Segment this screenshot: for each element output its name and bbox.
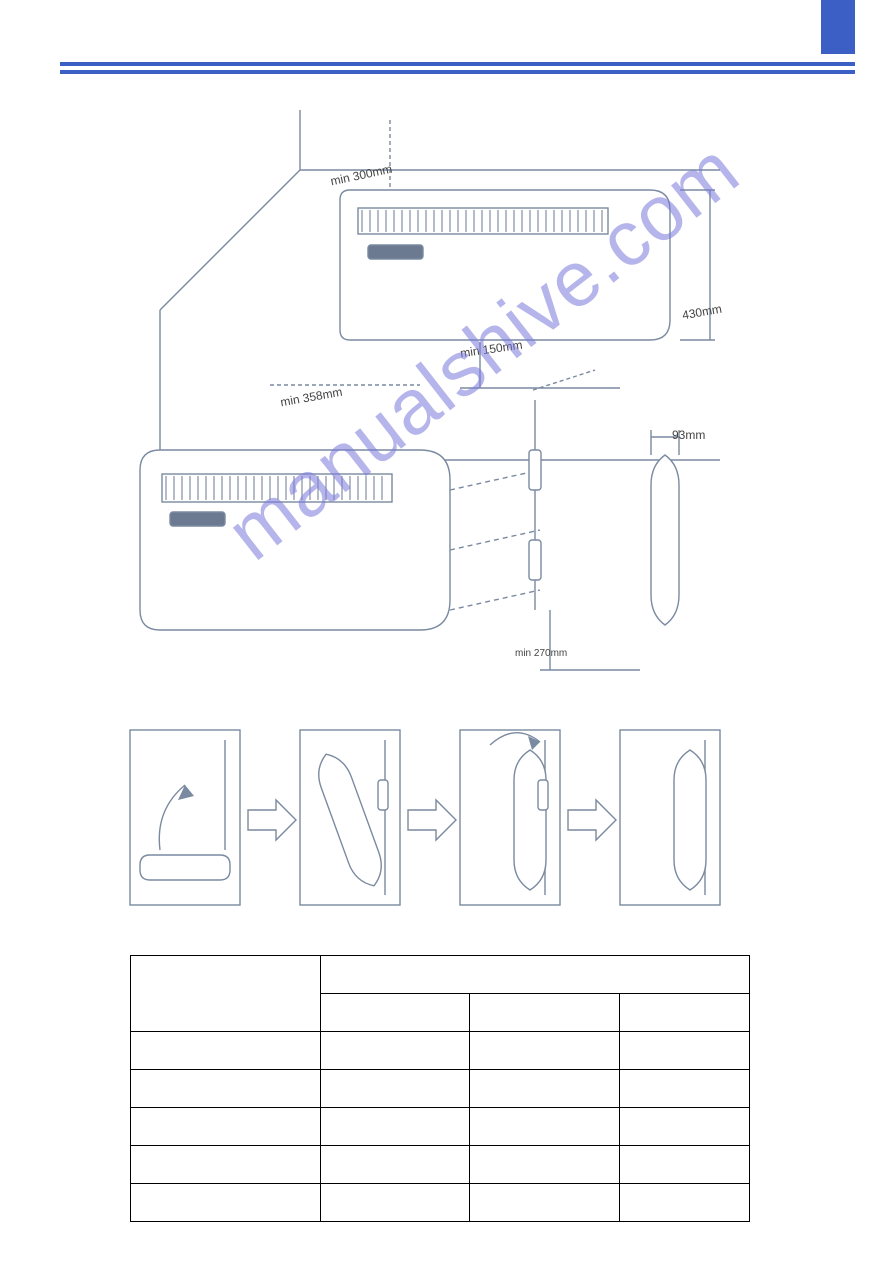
dim-unit-depth: 93mm	[672, 428, 705, 442]
table-cell	[131, 956, 321, 1032]
table-cell	[131, 1146, 321, 1184]
table-cell	[470, 1184, 620, 1222]
table-cell	[470, 994, 620, 1032]
table-row	[131, 1070, 750, 1108]
table-cell	[320, 994, 470, 1032]
table-cell	[131, 1108, 321, 1146]
table-cell	[131, 1032, 321, 1070]
table-cell	[620, 1108, 750, 1146]
table-row	[131, 1184, 750, 1222]
table-cell	[320, 1070, 470, 1108]
table-row	[131, 1146, 750, 1184]
table-cell	[320, 1032, 470, 1070]
table-cell	[470, 1070, 620, 1108]
table-cell	[131, 1070, 321, 1108]
header-double-rule	[60, 62, 855, 74]
table-row	[131, 1108, 750, 1146]
diagram-svg	[120, 110, 760, 930]
installation-diagram: min 300mm min 150mm 430mm min 358mm 93mm…	[120, 110, 760, 930]
spec-table	[130, 955, 750, 1222]
table-cell	[620, 1032, 750, 1070]
table-cell	[470, 1032, 620, 1070]
table-row	[131, 1032, 750, 1070]
dim-bracket-floor: min 270mm	[515, 648, 567, 659]
table-cell	[620, 1146, 750, 1184]
table-cell	[320, 1108, 470, 1146]
dimensions-table	[130, 955, 750, 1222]
table-cell	[620, 1184, 750, 1222]
table-cell	[320, 1184, 470, 1222]
table-cell	[131, 1184, 321, 1222]
table-cell	[620, 994, 750, 1032]
table-cell	[320, 956, 749, 994]
table-row	[131, 956, 750, 994]
table-cell	[470, 1108, 620, 1146]
table-cell	[620, 1070, 750, 1108]
page-corner-tab	[821, 0, 855, 54]
table-cell	[470, 1146, 620, 1184]
table-cell	[320, 1146, 470, 1184]
